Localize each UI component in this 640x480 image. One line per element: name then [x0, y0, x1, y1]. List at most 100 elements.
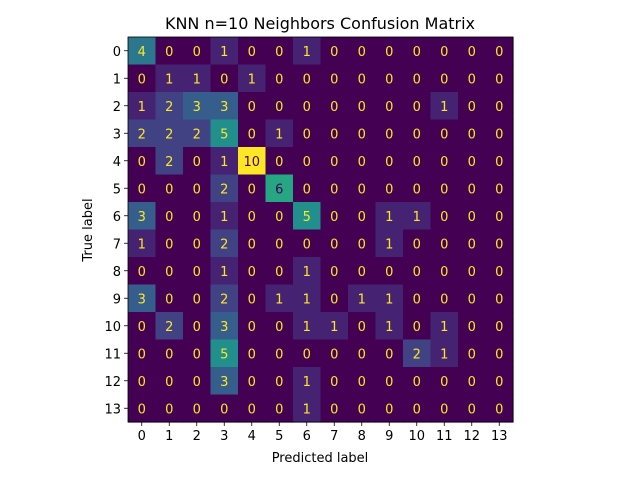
y-axis-label: True label: [81, 198, 96, 262]
cell-value-label: 0: [138, 182, 146, 197]
heatmap-cell: [183, 202, 212, 231]
heatmap-cell: [238, 92, 267, 121]
cell-value-label: 1: [440, 100, 448, 115]
cell-value-label: 0: [385, 100, 393, 115]
cell-value-label: 5: [220, 347, 228, 362]
heatmap-cell: [238, 147, 267, 176]
cell-value-label: 0: [385, 182, 393, 197]
heatmap-cell: [265, 92, 294, 121]
heatmap-cell: [210, 284, 239, 313]
cell-value-label: 0: [358, 72, 366, 87]
cell-value-label: 0: [193, 320, 201, 335]
cell-value-label: 1: [303, 402, 311, 417]
cell-value-label: 0: [495, 155, 503, 170]
cell-value-label: 0: [468, 347, 476, 362]
heatmap-cell: [375, 394, 404, 423]
cell-value-label: 0: [165, 265, 173, 280]
heatmap-cell: [375, 202, 404, 231]
y-tick-label: 1: [113, 72, 121, 87]
cell-value-label: 0: [330, 182, 338, 197]
cell-value-label: 0: [165, 210, 173, 225]
cell-value-label: 2: [165, 127, 173, 142]
cell-value-label: 0: [303, 100, 311, 115]
heatmap-cell: [320, 174, 349, 203]
heatmap-cell: [183, 229, 212, 258]
heatmap-cell: [155, 257, 184, 286]
heatmap-cell: [265, 119, 294, 148]
heatmap-cell: [238, 284, 267, 313]
heatmap-cell: [430, 119, 459, 148]
x-tick-label: 12: [463, 429, 480, 444]
cell-value-label: 0: [248, 182, 256, 197]
cell-value-label: 6: [275, 182, 283, 197]
heatmap-cell: [375, 284, 404, 313]
heatmap-cell: [403, 229, 432, 258]
y-tick-label: 5: [113, 182, 121, 197]
heatmap-cell: [458, 394, 487, 423]
cell-value-label: 1: [303, 375, 311, 390]
cell-value-label: 1: [358, 292, 366, 307]
cell-value-label: 2: [165, 155, 173, 170]
heatmap-cell: [155, 312, 184, 341]
cell-value-label: 0: [193, 155, 201, 170]
x-axis-label: Predicted label: [272, 451, 369, 466]
cell-value-label: 0: [440, 155, 448, 170]
cell-value-label: 0: [303, 155, 311, 170]
cell-value-label: 0: [385, 72, 393, 87]
cell-value-label: 2: [220, 292, 228, 307]
heatmap-cell: [403, 147, 432, 176]
x-tick-label: 13: [491, 429, 508, 444]
heatmap-cell: [128, 202, 157, 231]
heatmap-cell: [210, 367, 239, 396]
x-tick-label: 0: [138, 429, 146, 444]
heatmap-cell: [320, 367, 349, 396]
heatmap-cell: [293, 92, 322, 121]
heatmap-cell: [238, 257, 267, 286]
cell-value-label: 0: [248, 402, 256, 417]
cell-value-label: 0: [495, 45, 503, 60]
cell-value-label: 1: [220, 45, 228, 60]
cell-value-label: 0: [165, 292, 173, 307]
cell-value-label: 0: [468, 402, 476, 417]
cell-value-label: 1: [275, 127, 283, 142]
cell-value-label: 0: [275, 45, 283, 60]
heatmap-cell: [238, 339, 267, 368]
cell-value-label: 0: [330, 72, 338, 87]
cell-value-label: 0: [303, 347, 311, 362]
cell-value-label: 0: [248, 127, 256, 142]
cell-value-label: 3: [220, 320, 228, 335]
heatmap-cell: [183, 37, 212, 66]
heatmap-cell: [128, 339, 157, 368]
heatmap-cell: [128, 64, 157, 93]
cell-value-label: 0: [468, 320, 476, 335]
heatmap-cell: [293, 119, 322, 148]
cell-value-label: 1: [138, 100, 146, 115]
cell-value-label: 0: [165, 182, 173, 197]
heatmap-cell: [128, 394, 157, 423]
heatmap-cell: [265, 174, 294, 203]
heatmap-cell: [155, 284, 184, 313]
heatmap-cell: [458, 174, 487, 203]
cell-value-label: 0: [275, 375, 283, 390]
cell-value-label: 0: [248, 45, 256, 60]
chart-title: KNN n=10 Neighbors Confusion Matrix: [165, 14, 475, 33]
cell-value-label: 0: [385, 347, 393, 362]
cell-value-label: 0: [248, 375, 256, 390]
heatmap-cell: [430, 394, 459, 423]
heatmap-cell: [265, 339, 294, 368]
heatmap-cell: [210, 312, 239, 341]
cell-value-label: 10: [243, 155, 260, 170]
heatmap-cell: [155, 119, 184, 148]
heatmap-cell: [485, 312, 514, 341]
cell-value-label: 0: [495, 72, 503, 87]
heatmap-cell: [403, 339, 432, 368]
heatmap-cell: [485, 339, 514, 368]
cell-value-label: 0: [413, 237, 421, 252]
heatmap-cell: [403, 174, 432, 203]
cell-value-label: 0: [165, 402, 173, 417]
heatmap-cell: [293, 202, 322, 231]
heatmap-cell: [403, 394, 432, 423]
cell-value-label: 0: [440, 402, 448, 417]
cell-value-label: 0: [330, 292, 338, 307]
